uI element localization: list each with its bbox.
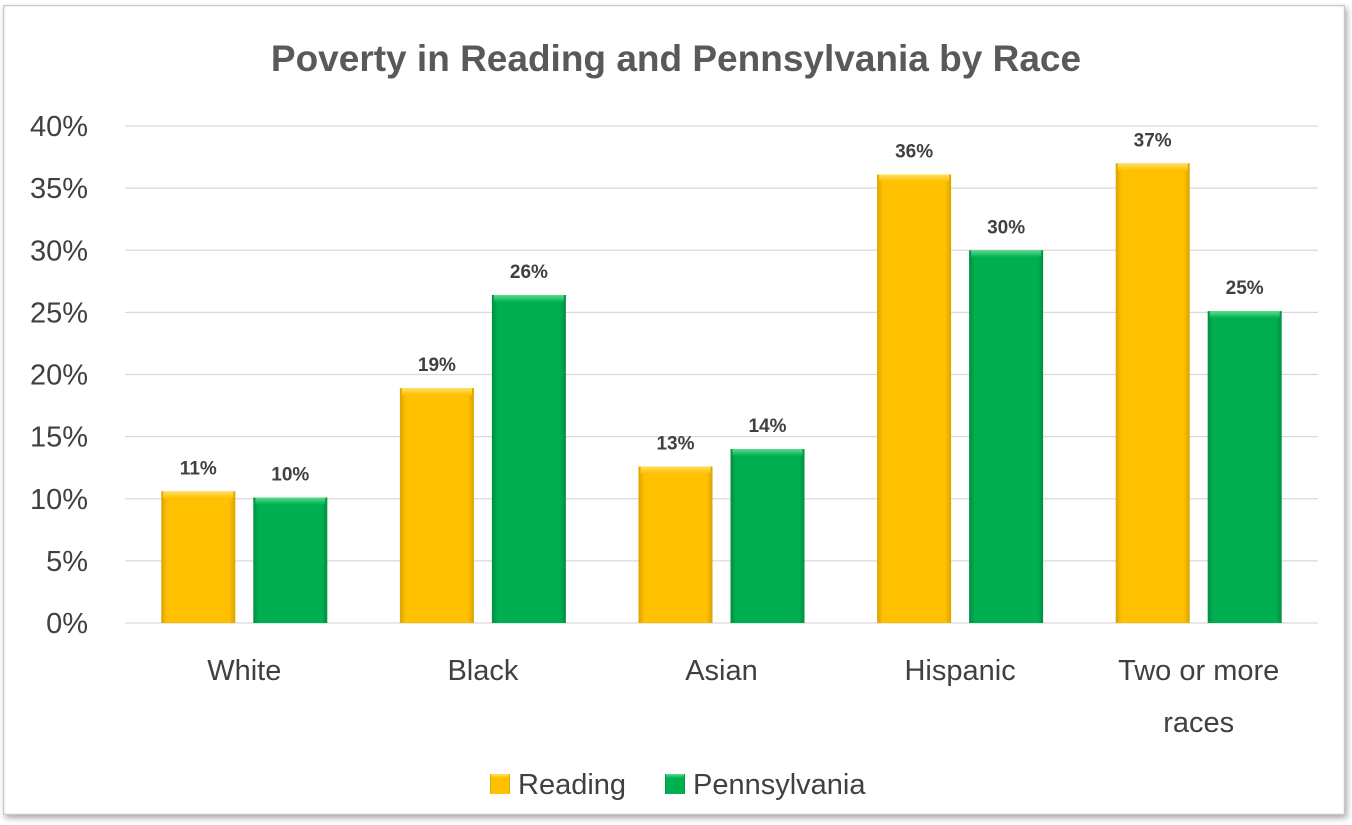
bars bbox=[161, 163, 1282, 623]
bar bbox=[253, 497, 328, 623]
x-tick-label: Hispanic bbox=[904, 655, 1015, 687]
bar-bevel bbox=[732, 449, 803, 457]
x-axis-ticks: White Black Asian Hispanic Two or more races bbox=[207, 655, 1279, 739]
bar-pennsylvania-2 bbox=[730, 449, 805, 623]
data-label: 36% bbox=[895, 141, 933, 162]
bar bbox=[399, 388, 474, 623]
legend-label: Reading bbox=[518, 769, 626, 801]
legend-label: Pennsylvania bbox=[693, 769, 866, 801]
bar-reading-4 bbox=[1115, 163, 1190, 623]
bar-bevel bbox=[493, 294, 564, 302]
data-label: 13% bbox=[656, 433, 694, 454]
bar-bevel bbox=[163, 491, 234, 499]
y-tick-label: 10% bbox=[30, 484, 88, 516]
bar-bevel bbox=[640, 466, 711, 474]
bar bbox=[491, 294, 566, 623]
y-tick-label: 25% bbox=[30, 297, 88, 329]
x-tick-label: races bbox=[1163, 707, 1234, 739]
bar bbox=[1115, 163, 1190, 623]
bar bbox=[877, 174, 952, 623]
data-label: 26% bbox=[510, 262, 548, 283]
legend-item-reading: Reading bbox=[490, 769, 626, 801]
bar bbox=[638, 466, 713, 623]
legend-item-pennsylvania: Pennsylvania bbox=[665, 769, 866, 801]
y-axis-ticks: 0% 5% 10% 15% 20% 25% 30% 35% 40% bbox=[30, 111, 88, 640]
bar-pennsylvania-0 bbox=[253, 497, 328, 623]
bar-reading-0 bbox=[161, 491, 236, 623]
bar bbox=[730, 449, 805, 623]
bar-pennsylvania-1 bbox=[491, 294, 566, 623]
data-label: 11% bbox=[180, 458, 217, 479]
y-tick-label: 0% bbox=[46, 608, 88, 640]
bar-bevel bbox=[879, 174, 950, 182]
legend-swatch bbox=[490, 774, 510, 794]
bar-bevel bbox=[971, 250, 1042, 258]
y-tick-label: 35% bbox=[30, 173, 88, 205]
data-label: 10% bbox=[271, 465, 309, 486]
legend-swatch bbox=[665, 774, 685, 794]
data-label: 19% bbox=[418, 355, 456, 376]
bar-pennsylvania-4 bbox=[1207, 311, 1282, 623]
chart-title: Poverty in Reading and Pennsylvania by R… bbox=[271, 38, 1081, 79]
legend-swatch-bevel bbox=[491, 774, 509, 778]
bar-reading-3 bbox=[877, 174, 952, 623]
bar-pennsylvania-3 bbox=[969, 250, 1044, 623]
y-tick-label: 40% bbox=[30, 111, 88, 143]
data-label: 30% bbox=[987, 217, 1025, 238]
data-label: 25% bbox=[1226, 278, 1264, 299]
bar-bevel bbox=[401, 388, 472, 396]
bar-bevel bbox=[255, 497, 326, 505]
data-label: 37% bbox=[1134, 130, 1172, 151]
y-tick-label: 15% bbox=[30, 422, 88, 454]
legend: Reading Pennsylvania bbox=[490, 769, 866, 801]
bar bbox=[1207, 311, 1282, 623]
bar-reading-1 bbox=[399, 388, 474, 623]
bar-reading-2 bbox=[638, 466, 713, 623]
bar bbox=[969, 250, 1044, 623]
bar-bevel bbox=[1209, 311, 1280, 319]
y-tick-label: 30% bbox=[30, 235, 88, 267]
legend-swatch-bevel bbox=[666, 774, 684, 778]
data-labels: 11% 19% 13% 36% 37% 10% 26% 14% 30% 25% bbox=[180, 130, 1264, 485]
data-label: 14% bbox=[748, 416, 786, 437]
x-tick-label: Two or more bbox=[1118, 655, 1279, 687]
y-tick-label: 5% bbox=[46, 546, 88, 578]
y-tick-label: 20% bbox=[30, 360, 88, 392]
bar bbox=[161, 491, 236, 623]
bar-bevel bbox=[1117, 163, 1188, 171]
x-tick-label: Black bbox=[447, 655, 518, 687]
x-tick-label: Asian bbox=[685, 655, 758, 687]
x-tick-label: White bbox=[207, 655, 281, 687]
